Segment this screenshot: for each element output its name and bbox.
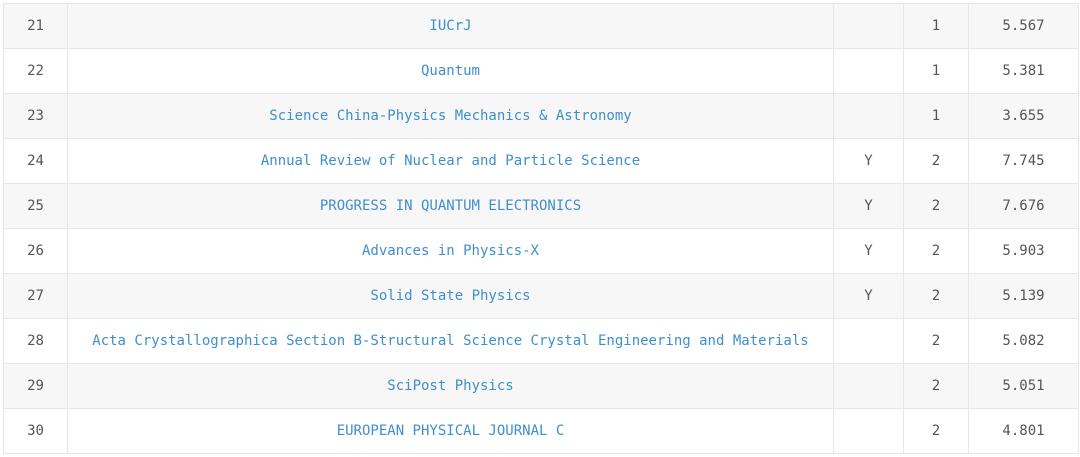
table-row: 21 IUCrJ 1 5.567 <box>3 3 1079 49</box>
rank-cell: 24 <box>3 138 68 184</box>
rank-cell: 21 <box>3 3 68 49</box>
table-row: 23 Science China-Physics Mechanics & Astr… <box>3 93 1079 139</box>
score-cell: 5.567 <box>968 3 1079 49</box>
table-row: 30 EUROPEAN PHYSICAL JOURNAL C 2 4.801 <box>3 408 1079 454</box>
tier-cell: 2 <box>903 138 969 184</box>
score-cell: 5.051 <box>968 363 1079 409</box>
rank-cell: 26 <box>3 228 68 274</box>
score-cell: 5.381 <box>968 48 1079 94</box>
journal-link[interactable]: EUROPEAN PHYSICAL JOURNAL C <box>67 408 834 454</box>
table-row: 29 SciPost Physics 2 5.051 <box>3 363 1079 409</box>
table-row: 26 Advances in Physics-X Y 2 5.903 <box>3 228 1079 274</box>
journal-link[interactable]: Annual Review of Nuclear and Particle Sc… <box>67 138 834 184</box>
journal-link[interactable]: Science China-Physics Mechanics & Astron… <box>67 93 834 139</box>
rank-cell: 25 <box>3 183 68 229</box>
score-cell: 3.655 <box>968 93 1079 139</box>
flag-cell: Y <box>833 228 904 274</box>
table-row: 27 Solid State Physics Y 2 5.139 <box>3 273 1079 319</box>
flag-cell <box>833 408 904 454</box>
journal-link[interactable]: SciPost Physics <box>67 363 834 409</box>
rank-cell: 27 <box>3 273 68 319</box>
tier-cell: 1 <box>903 3 969 49</box>
flag-cell <box>833 3 904 49</box>
journal-link[interactable]: IUCrJ <box>67 3 834 49</box>
journal-link[interactable]: Quantum <box>67 48 834 94</box>
tier-cell: 2 <box>903 183 969 229</box>
table-row: 24 Annual Review of Nuclear and Particle … <box>3 138 1079 184</box>
tier-cell: 1 <box>903 48 969 94</box>
tier-cell: 2 <box>903 408 969 454</box>
tier-cell: 2 <box>903 318 969 364</box>
rank-cell: 30 <box>3 408 68 454</box>
score-cell: 7.676 <box>968 183 1079 229</box>
journal-link[interactable]: Solid State Physics <box>67 273 834 319</box>
rank-cell: 22 <box>3 48 68 94</box>
score-cell: 4.801 <box>968 408 1079 454</box>
flag-cell <box>833 363 904 409</box>
tier-cell: 2 <box>903 273 969 319</box>
flag-cell <box>833 48 904 94</box>
tier-cell: 1 <box>903 93 969 139</box>
rank-cell: 29 <box>3 363 68 409</box>
journal-link[interactable]: Advances in Physics-X <box>67 228 834 274</box>
table-row: 25 PROGRESS IN QUANTUM ELECTRONICS Y 2 7.676 <box>3 183 1079 229</box>
table-row: 28 Acta Crystallographica Section B-Struc… <box>3 318 1079 364</box>
flag-cell: Y <box>833 183 904 229</box>
table-row: 22 Quantum 1 5.381 <box>3 48 1079 94</box>
score-cell: 7.745 <box>968 138 1079 184</box>
score-cell: 5.139 <box>968 273 1079 319</box>
tier-cell: 2 <box>903 363 969 409</box>
score-cell: 5.903 <box>968 228 1079 274</box>
flag-cell <box>833 318 904 364</box>
tier-cell: 2 <box>903 228 969 274</box>
flag-cell: Y <box>833 138 904 184</box>
journal-table: 21 IUCrJ 1 5.567 22 Quantum 1 5.381 23 Science Ch… <box>3 3 1079 454</box>
rank-cell: 28 <box>3 318 68 364</box>
journal-link[interactable]: PROGRESS IN QUANTUM ELECTRONICS <box>67 183 834 229</box>
flag-cell <box>833 93 904 139</box>
journal-link[interactable]: Acta Crystallographica Section B-Structu… <box>67 318 834 364</box>
rank-cell: 23 <box>3 93 68 139</box>
flag-cell: Y <box>833 273 904 319</box>
score-cell: 5.082 <box>968 318 1079 364</box>
